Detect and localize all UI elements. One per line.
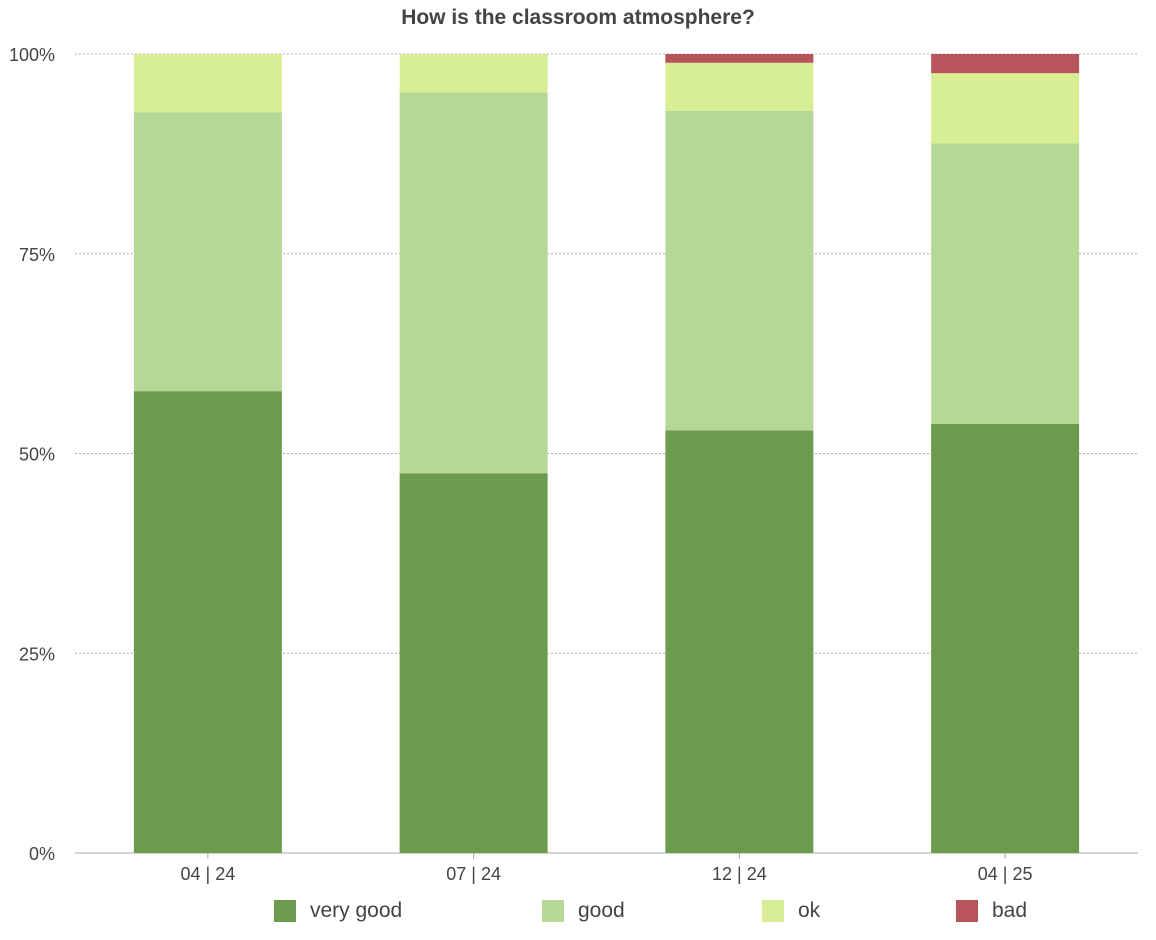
legend-item-very-good[interactable]: very good — [274, 896, 402, 926]
legend-label-very-good: very good — [310, 899, 403, 922]
chart-title: How is the classroom atmosphere? — [401, 6, 755, 29]
bar-12-24-very-good[interactable] — [665, 430, 814, 853]
bar-04-25-very-good[interactable] — [931, 423, 1080, 853]
legend-label-ok: ok — [798, 899, 821, 922]
legend-swatch-bad — [956, 900, 978, 922]
legend-item-good[interactable]: good — [542, 896, 625, 926]
legend-swatch-good — [542, 900, 564, 922]
stacked-bar-chart: 0%25%50%75%100% 04 | 24 07 | 24 12 | 24 04 … — [9, 45, 1138, 884]
legend-swatch-very-good — [274, 900, 296, 922]
x-axis-ticks: 04 | 24 07 | 24 12 | 24 04 | 25 — [181, 853, 1033, 884]
bar-12-24-ok[interactable] — [665, 62, 814, 111]
y-tick-label-25: 25% — [19, 644, 55, 664]
x-tick-label-12-24: 12 | 24 — [712, 864, 767, 884]
y-tick-label-50: 50% — [19, 445, 55, 465]
bar-12-24-bad[interactable] — [665, 54, 814, 63]
x-tick-label-07-24: 07 | 24 — [446, 864, 501, 884]
legend: very good good ok bad — [0, 896, 1156, 926]
y-tick-label-100: 100% — [9, 45, 55, 65]
bar-04-25-bad[interactable] — [931, 54, 1080, 74]
legend-label-bad: bad — [992, 899, 1028, 922]
x-tick-label-04-24: 04 | 24 — [181, 864, 236, 884]
y-tick-label-75: 75% — [19, 245, 55, 265]
legend-item-ok[interactable]: ok — [762, 896, 820, 926]
bars — [133, 54, 1080, 853]
y-tick-label-0: 0% — [29, 844, 55, 864]
bar-07-24-very-good[interactable] — [399, 473, 548, 853]
bar-04-24-very-good[interactable] — [133, 391, 282, 853]
x-tick-label-04-25: 04 | 25 — [978, 864, 1033, 884]
bar-04-25-ok[interactable] — [931, 73, 1080, 144]
bar-12-24-good[interactable] — [665, 110, 814, 431]
bar-04-24-ok[interactable] — [133, 54, 282, 113]
legend-label-good: good — [578, 899, 625, 922]
legend-item-bad[interactable]: bad — [956, 896, 1027, 926]
y-axis-ticks: 0% 25% 50% 75% 100% — [9, 45, 55, 864]
bar-07-24-good[interactable] — [399, 92, 548, 474]
bar-07-24-ok[interactable] — [399, 54, 548, 93]
legend-swatch-ok — [762, 900, 784, 922]
bar-04-25-good[interactable] — [931, 143, 1080, 424]
bar-04-24-good[interactable] — [133, 112, 282, 392]
